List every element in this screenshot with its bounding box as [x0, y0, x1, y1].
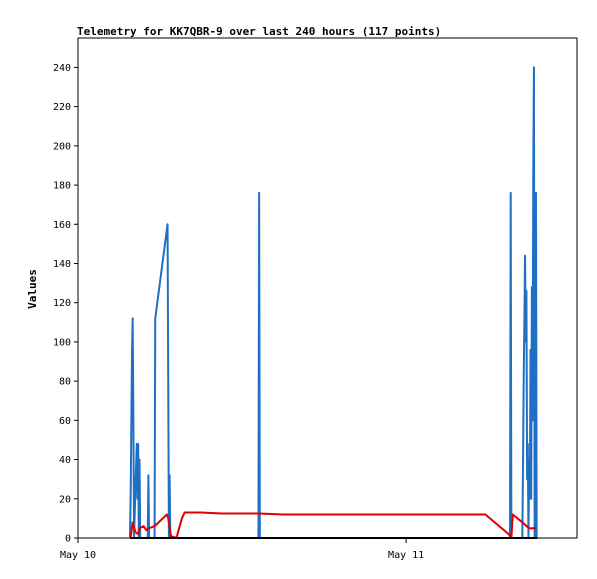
y-tick-label: 120 [53, 298, 71, 309]
y-tick-label: 60 [59, 416, 71, 427]
y-tick-label: 160 [53, 220, 71, 231]
x-axis: May 10 May 11 [60, 538, 424, 561]
y-axis-label: Values [26, 269, 39, 309]
y-tick-label: 20 [59, 494, 71, 505]
y-tick-label: 100 [53, 337, 71, 348]
y-tick-label: 240 [53, 63, 71, 74]
y-tick-label: 220 [53, 102, 71, 113]
y-tick-label: 180 [53, 181, 71, 192]
y-tick-label: 0 [65, 534, 71, 545]
plot-border [77, 37, 578, 539]
y-tick-label: 40 [59, 455, 71, 466]
series-line-1 [129, 511, 536, 539]
y-axis: 0 20 40 60 80 100 120 140 160 180 200 220 240 [53, 63, 78, 545]
y-tick-label: 80 [59, 377, 71, 388]
series-layer [128, 66, 538, 539]
chart-title: Telemetry for KK7QBR-9 over last 240 hou… [77, 25, 441, 38]
y-tick-label: 200 [53, 141, 71, 152]
x-tick-label: May 11 [388, 550, 424, 561]
x-tick-label: May 10 [60, 550, 96, 561]
y-tick-label: 140 [53, 259, 71, 270]
series-line-0 [128, 66, 538, 539]
plot-frame [77, 37, 578, 539]
